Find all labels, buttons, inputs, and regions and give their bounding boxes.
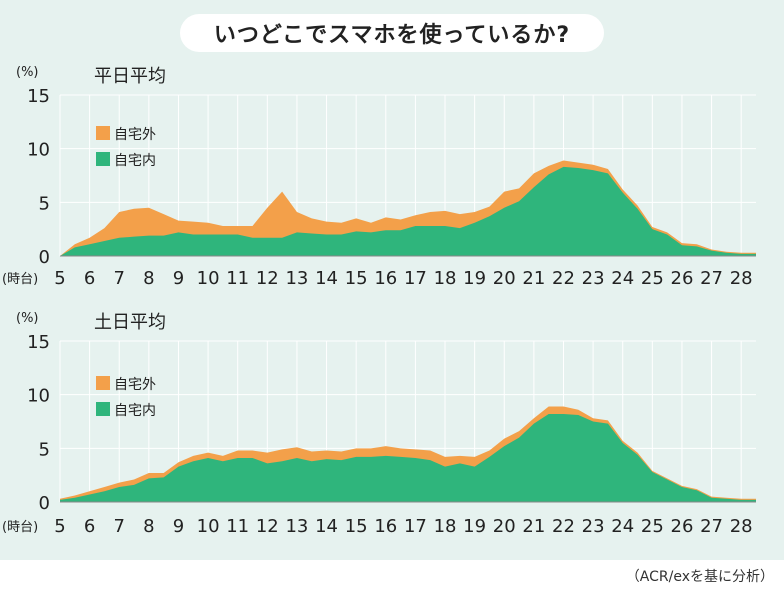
x-tick-label: 11 xyxy=(226,516,249,537)
x-tick-label: 13 xyxy=(285,268,308,289)
x-tick-label: 14 xyxy=(315,516,338,537)
y-tick-label: 15 xyxy=(27,332,50,353)
y-axis-label: (%) xyxy=(16,65,39,80)
x-axis-label: (時台) xyxy=(2,520,38,535)
x-tick-label: 22 xyxy=(552,516,575,537)
x-tick-label: 28 xyxy=(730,268,753,289)
legend-swatch xyxy=(96,152,110,166)
x-tick-label: 7 xyxy=(114,268,125,289)
chart-subtitle: 平日平均 xyxy=(94,66,166,87)
x-tick-label: 18 xyxy=(434,516,457,537)
x-tick-label: 17 xyxy=(404,268,427,289)
x-tick-label: 8 xyxy=(143,516,154,537)
y-tick-label: 5 xyxy=(39,193,50,214)
y-tick-label: 10 xyxy=(27,386,50,407)
source-note: （ACR/exを基に分析） xyxy=(625,569,774,585)
y-tick-label: 5 xyxy=(39,439,50,460)
x-tick-label: 15 xyxy=(345,516,368,537)
x-tick-label: 11 xyxy=(226,268,249,289)
x-tick-label: 18 xyxy=(434,268,457,289)
legend-label: 自宅内 xyxy=(114,403,156,419)
x-tick-label: 28 xyxy=(730,516,753,537)
page-title: いつどこでスマホを使っているか? xyxy=(180,14,604,52)
y-tick-label: 10 xyxy=(27,140,50,161)
x-tick-label: 19 xyxy=(463,268,486,289)
legend-label: 自宅外 xyxy=(114,377,156,393)
x-tick-label: 13 xyxy=(285,516,308,537)
x-tick-label: 27 xyxy=(700,268,723,289)
chart-subtitle: 土日平均 xyxy=(94,312,166,333)
x-tick-label: 5 xyxy=(54,516,65,537)
x-tick-label: 10 xyxy=(197,268,220,289)
x-tick-label: 12 xyxy=(256,268,279,289)
x-tick-label: 20 xyxy=(493,268,516,289)
x-tick-label: 19 xyxy=(463,516,486,537)
y-tick-label: 0 xyxy=(39,247,50,268)
x-tick-label: 9 xyxy=(173,516,184,537)
x-tick-label: 6 xyxy=(84,516,95,537)
x-tick-label: 12 xyxy=(256,516,279,537)
x-tick-label: 24 xyxy=(611,268,634,289)
legend-label: 自宅内 xyxy=(114,153,156,169)
y-tick-label: 15 xyxy=(27,86,50,107)
x-tick-label: 10 xyxy=(197,516,220,537)
legend-swatch xyxy=(96,402,110,416)
x-axis-label: (時台) xyxy=(2,272,38,287)
legend-swatch xyxy=(96,126,110,140)
x-tick-label: 23 xyxy=(582,268,605,289)
x-tick-label: 5 xyxy=(54,268,65,289)
x-tick-label: 20 xyxy=(493,516,516,537)
x-tick-label: 8 xyxy=(143,268,154,289)
x-tick-label: 27 xyxy=(700,516,723,537)
y-axis-label: (%) xyxy=(16,311,39,326)
x-tick-label: 14 xyxy=(315,268,338,289)
x-tick-label: 15 xyxy=(345,268,368,289)
x-tick-label: 24 xyxy=(611,516,634,537)
x-tick-label: 25 xyxy=(641,516,664,537)
x-tick-label: 26 xyxy=(671,268,694,289)
x-tick-label: 6 xyxy=(84,268,95,289)
x-tick-label: 21 xyxy=(522,516,545,537)
x-tick-label: 7 xyxy=(114,516,125,537)
x-tick-label: 25 xyxy=(641,268,664,289)
area-home xyxy=(60,413,756,502)
x-tick-label: 16 xyxy=(374,268,397,289)
legend-swatch xyxy=(96,376,110,390)
x-tick-label: 22 xyxy=(552,268,575,289)
area-home xyxy=(60,166,756,256)
y-tick-label: 0 xyxy=(39,493,50,514)
x-tick-label: 16 xyxy=(374,516,397,537)
x-tick-label: 21 xyxy=(522,268,545,289)
x-tick-label: 26 xyxy=(671,516,694,537)
legend-label: 自宅外 xyxy=(114,127,156,143)
x-tick-label: 9 xyxy=(173,268,184,289)
x-tick-label: 17 xyxy=(404,516,427,537)
x-tick-label: 23 xyxy=(582,516,605,537)
